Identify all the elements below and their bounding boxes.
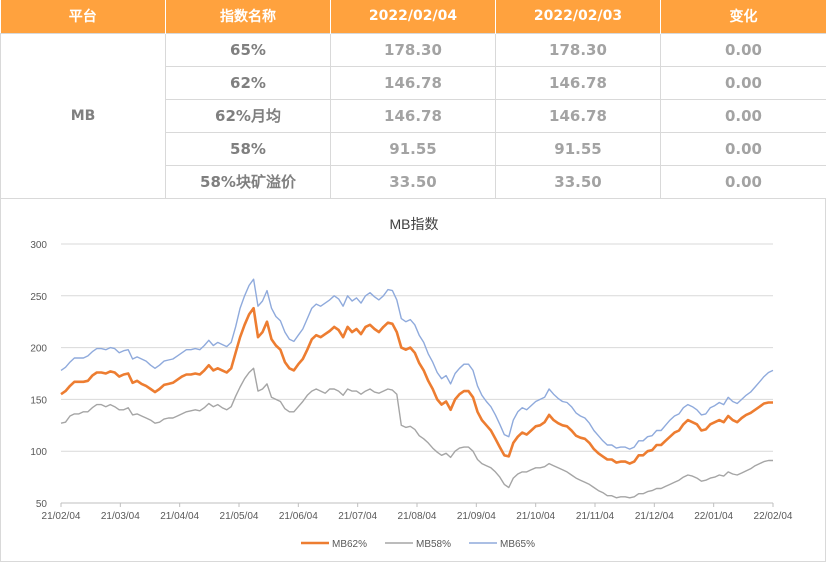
value-cell: 33.50 [495,164,661,199]
y-tick-label: 300 [30,240,47,251]
value-cell: 178.30 [495,32,661,67]
y-axis-ticks: 50 100 150 200 250 300 [30,240,47,510]
series-line-mb58pct [60,367,773,499]
value-cell: 146.78 [495,98,661,133]
index-name-cell: 58% [165,131,331,166]
series-line-mb65pct [60,278,774,450]
x-tick-label: 22/02/04 [754,511,793,522]
change-cell: 0.00 [660,164,826,199]
legend-label: MB62% [332,539,367,550]
x-tick-label: 21/02/04 [42,511,81,522]
table-row: 58%块矿溢价 33.50 33.50 0.00 [1,164,826,199]
chart-gridlines [61,243,773,504]
index-name-cell: 58%块矿溢价 [165,164,331,199]
x-tick-label: 21/11/04 [576,511,615,522]
legend-label: MB58% [416,539,451,550]
x-tick-label: 21/03/04 [101,511,140,522]
value-cell: 91.55 [330,131,496,166]
index-name-cell: 65% [165,32,331,67]
platform-cell: MB [0,32,166,199]
index-table: 平台 指数名称 2022/02/04 2022/02/03 变化 MB 65% … [0,0,826,199]
chart-legend: MB62% MB58% MB65% [301,539,535,550]
table-row: 58% 91.55 91.55 0.00 [1,131,826,166]
change-cell: 0.00 [660,131,826,166]
header-date-1: 2022/02/04 [330,0,496,33]
value-cell: 91.55 [495,131,661,166]
table-row: 62%月均 146.78 146.78 0.00 [1,98,826,133]
table-row: MB 65% 178.30 178.30 0.00 [0,32,826,199]
x-tick-label: 21/12/04 [635,511,674,522]
change-cell: 0.00 [660,65,826,100]
header-index-name: 指数名称 [165,0,331,33]
y-tick-label: 150 [30,395,47,406]
x-tick-label: 22/01/04 [694,511,733,522]
value-cell: 146.78 [330,65,496,100]
x-tick-label: 21/08/04 [398,511,437,522]
index-name-cell: 62% [165,65,331,100]
header-date-2: 2022/02/03 [495,0,661,33]
y-tick-label: 50 [36,499,48,510]
x-tick-label: 21/04/04 [160,511,199,522]
value-cell: 33.50 [330,164,496,199]
header-change: 变化 [660,0,826,33]
series-line-mb62pct [60,306,773,465]
x-tick-label: 21/07/04 [338,511,377,522]
table-row: 62% 146.78 146.78 0.00 [1,65,826,100]
change-cell: 0.00 [660,32,826,67]
change-cell: 0.00 [660,98,826,133]
chart-panel: MB指数 50 100 150 200 250 300 21/02/04 21/03/04 2… [0,199,826,562]
chart-series [60,278,774,499]
x-tick-label: 21/10/04 [516,511,555,522]
legend-label: MB65% [500,539,535,550]
y-tick-label: 100 [30,447,47,458]
x-axis-ticks: 21/02/04 21/03/04 21/04/04 21/05/04 21/06/04… [42,503,793,522]
chart-title: MB指数 [390,216,439,232]
y-tick-label: 200 [30,344,47,355]
value-cell: 146.78 [330,98,496,133]
index-name-cell: 62%月均 [165,98,331,133]
value-cell: 178.30 [330,32,496,67]
header-platform: 平台 [0,0,166,33]
x-tick-label: 21/05/04 [220,511,259,522]
y-tick-label: 250 [30,292,47,303]
value-cell: 146.78 [495,65,661,100]
x-tick-label: 21/06/04 [279,511,318,522]
table-header-row: 平台 指数名称 2022/02/04 2022/02/03 变化 [0,0,826,33]
x-tick-label: 21/09/04 [457,511,496,522]
